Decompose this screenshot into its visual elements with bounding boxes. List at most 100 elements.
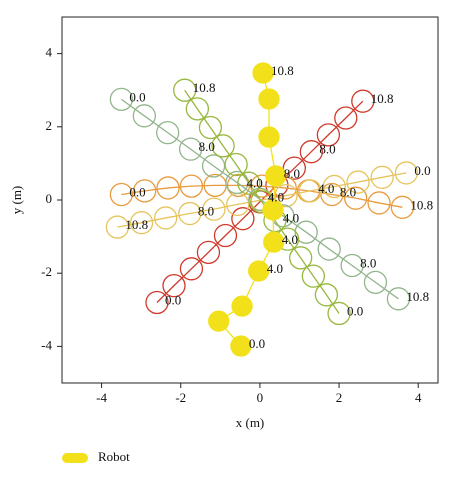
time-label: 0.0: [129, 184, 145, 199]
robot-point: [252, 62, 274, 84]
agent-point: [179, 257, 204, 281]
agent-point: [289, 246, 313, 270]
agent-point: [178, 201, 202, 226]
legend-label: Robot: [98, 449, 130, 464]
time-label: 10.8: [193, 80, 216, 95]
agent-point: [298, 179, 322, 203]
x-axis-label: x (m): [236, 415, 265, 430]
robot-point: [263, 231, 285, 253]
agent-point: [334, 106, 358, 130]
x-tick-label: 2: [336, 390, 343, 405]
robot-point: [208, 310, 230, 332]
agent-point: [294, 220, 318, 244]
agent-point: [316, 123, 341, 147]
agent-point: [133, 179, 157, 203]
time-label: 10.8: [406, 289, 429, 304]
time-label: 8.0: [340, 184, 356, 199]
robot-point: [248, 260, 270, 282]
time-label: 4.0: [268, 189, 284, 204]
agent-point: [344, 186, 368, 210]
robot-point: [262, 199, 284, 221]
x-tick-label: -4: [96, 390, 107, 405]
agent-point: [105, 215, 130, 239]
time-label: 0.0: [249, 336, 265, 351]
agent-point: [178, 137, 203, 161]
agent-point: [370, 165, 394, 189]
time-label: 8.0: [360, 255, 376, 270]
time-label: 4.0: [282, 232, 298, 247]
time-label: 0.0: [414, 163, 430, 178]
agent-point: [314, 283, 339, 307]
agent-point: [367, 191, 391, 215]
agent-point: [211, 134, 235, 158]
agent-point: [351, 89, 375, 113]
time-label: 4.0: [318, 181, 334, 196]
agent-point: [185, 97, 210, 121]
agent-point: [132, 104, 156, 128]
trajectory-line: [217, 72, 277, 347]
agent-point: [274, 183, 298, 208]
time-label: 8.0: [198, 204, 214, 219]
robot-point: [231, 295, 253, 317]
robot-point: [230, 335, 252, 357]
agent-point: [145, 290, 169, 315]
y-tick-label: 2: [46, 118, 53, 133]
x-tick-label: 4: [415, 390, 422, 405]
robot-point: [265, 165, 287, 187]
time-label: 8.0: [284, 166, 300, 181]
y-tick-label: -4: [41, 337, 52, 352]
agent-point: [196, 240, 221, 264]
y-axis-label: y (m): [9, 186, 24, 215]
trajectory-line: [121, 184, 403, 208]
y-tick-label: -2: [41, 264, 52, 279]
time-label: 4.0: [247, 175, 263, 190]
agent-point: [363, 270, 388, 295]
agent-point: [224, 152, 248, 177]
x-tick-label: 0: [257, 390, 264, 405]
y-tick-label: 4: [46, 45, 53, 60]
time-label: 0.0: [347, 303, 363, 318]
time-label: 0.0: [165, 292, 181, 307]
time-label: 8.0: [199, 139, 215, 154]
agent-point: [386, 287, 411, 311]
agent-point: [156, 176, 180, 200]
time-label: 10.8: [371, 91, 394, 106]
agent-point: [327, 301, 351, 326]
agent-point: [109, 87, 134, 111]
agent-point: [173, 78, 197, 102]
agent-point: [129, 211, 154, 235]
time-label: 4.0: [283, 210, 299, 225]
agent-point: [162, 273, 186, 298]
agent-point: [226, 173, 251, 198]
agent-point: [301, 264, 325, 288]
agent-point: [340, 253, 364, 278]
agent-point: [201, 154, 226, 178]
agent-point: [213, 223, 238, 248]
agent-point: [198, 115, 223, 140]
plot-frame: [61, 16, 439, 384]
time-label: 8.0: [319, 142, 335, 157]
x-tick-label: -2: [175, 390, 186, 405]
agent-point: [394, 161, 418, 185]
agent-point: [179, 174, 204, 198]
agent-point: [154, 206, 178, 230]
agent-point: [299, 140, 323, 164]
legend-swatch: [62, 453, 88, 463]
y-tick-label: 0: [46, 191, 53, 206]
time-label: 4.0: [267, 261, 283, 276]
agent-point: [282, 156, 306, 180]
agent-point: [202, 197, 226, 221]
agent-point: [231, 207, 255, 231]
agent-point: [317, 237, 341, 261]
agent-point: [237, 171, 261, 195]
time-label: 0.0: [129, 89, 145, 104]
robot-point: [258, 126, 280, 148]
agent-point: [322, 174, 346, 199]
time-label: 10.8: [271, 63, 294, 78]
agent-point: [390, 195, 415, 219]
time-label: 10.8: [125, 217, 148, 232]
agent-point: [346, 170, 370, 194]
trajectory-line: [156, 100, 364, 303]
agent-point: [109, 182, 134, 207]
